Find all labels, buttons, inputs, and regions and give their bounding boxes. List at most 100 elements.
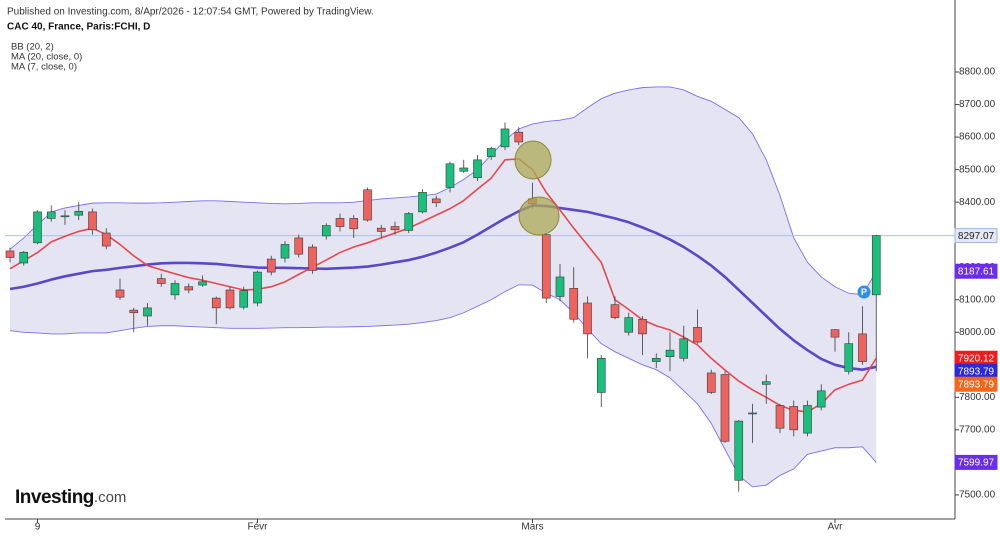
- candle-body: [500, 128, 510, 148]
- candle-body: [19, 251, 29, 264]
- watermark-suffix: .com: [94, 489, 127, 506]
- marker-dot: [857, 285, 871, 299]
- chart-title: CAC 40, France, Paris:FCHI, D: [7, 22, 150, 33]
- candle-body: [431, 198, 441, 204]
- candle-body: [624, 317, 634, 333]
- candle-body: [390, 226, 400, 231]
- price-label-layer: 8297.07 8187.61 7920.12 7893.79 7893.79 7599.…: [954, 228, 998, 470]
- band-lower: [9, 284, 877, 488]
- candle-body: [871, 235, 881, 296]
- y-tick-label: 8400.00: [959, 197, 996, 208]
- candle-body: [775, 405, 785, 429]
- band-layer: [10, 86, 877, 487]
- candle-body: [803, 405, 812, 434]
- candle-body: [610, 304, 620, 318]
- line-layer: [5, 86, 955, 488]
- candle-body: [335, 218, 345, 227]
- candle-body: [115, 289, 125, 298]
- x-tick-label: Févr: [248, 522, 269, 533]
- candle-body: [486, 148, 496, 157]
- legend-entry: BB (20, 2): [11, 42, 54, 53]
- price-label: 7893.79: [958, 366, 995, 377]
- y-tick-label: 8800.00: [959, 67, 996, 78]
- candle-body: [569, 288, 579, 320]
- price-label-box: [954, 454, 998, 470]
- candle-body: [583, 302, 592, 335]
- legend-entry: MA (20, close, 0): [11, 52, 82, 63]
- candle-body: [74, 210, 84, 216]
- candle-body: [363, 189, 372, 221]
- candle-body: [198, 281, 207, 286]
- y-tick-label: 8100.00: [959, 294, 996, 305]
- price-label-box: [954, 263, 998, 279]
- y-tick-label: 8700.00: [959, 99, 996, 110]
- y-tick-label: 7700.00: [959, 425, 996, 436]
- candle-body: [46, 211, 56, 219]
- candle-body: [211, 297, 221, 309]
- watermark: Investing.com: [15, 487, 126, 508]
- candle-body: [280, 244, 290, 259]
- candle-body: [156, 278, 166, 284]
- candle-body: [170, 283, 180, 296]
- candle-body: [321, 225, 331, 237]
- candle-body: [33, 211, 42, 244]
- ma-line: [9, 158, 877, 413]
- y-tick-label: 8000.00: [959, 327, 996, 338]
- candle-body: [706, 372, 716, 393]
- subtitle: Published on Investing.com, 8/Apr/2026 -…: [7, 7, 374, 18]
- price-label: 7893.79: [958, 379, 995, 390]
- candle-body: [129, 309, 139, 314]
- candle-body: [60, 215, 70, 218]
- candle-body: [665, 349, 675, 357]
- watermark-name: Investing: [15, 487, 94, 508]
- candle-body: [349, 218, 359, 230]
- candle-body: [459, 167, 469, 172]
- price-label: 8187.61: [958, 266, 995, 277]
- candle-body: [143, 307, 152, 317]
- candle-body: [816, 390, 826, 408]
- candle-body: [308, 246, 317, 271]
- x-tick-label: 9: [35, 522, 41, 533]
- candle-body: [748, 412, 757, 415]
- candle-body: [418, 192, 427, 213]
- candle-body: [88, 211, 97, 231]
- candle-body: [266, 258, 276, 273]
- candle-body: [253, 271, 262, 304]
- candle-body: [184, 286, 194, 291]
- price-label-box: [954, 228, 998, 244]
- annotation-circle: [514, 140, 552, 180]
- candle-body: [225, 289, 235, 309]
- price-label: 8297.07: [958, 231, 995, 242]
- legend-entry: MA (7, close, 0): [11, 62, 77, 73]
- candle-body: [596, 357, 606, 393]
- candle-body: [541, 234, 551, 299]
- candle-body: [858, 333, 867, 362]
- y-tick-label: 8600.00: [959, 132, 996, 143]
- price-label-box: [954, 376, 998, 392]
- candle-body: [844, 343, 854, 372]
- band-fill: [10, 86, 877, 487]
- candle-body: [830, 329, 840, 338]
- price-label: 7599.97: [958, 458, 995, 469]
- candle-body: [734, 420, 744, 481]
- y-tick-label: 7500.00: [959, 490, 996, 501]
- candle-body: [679, 338, 689, 359]
- x-tick-label: Mars: [521, 522, 543, 533]
- candle-body: [404, 213, 414, 231]
- marker-label: P: [861, 287, 867, 297]
- ma-line: [9, 204, 877, 371]
- candle-body: [514, 131, 524, 143]
- candle-body: [5, 250, 15, 258]
- candle-body: [693, 327, 702, 343]
- y-tick-label: 8500.00: [959, 164, 996, 175]
- candle-layer: [5, 122, 881, 492]
- candle-body: [294, 237, 304, 255]
- candle-body: [555, 276, 565, 297]
- band-upper: [9, 86, 877, 296]
- annotation-circle: [518, 196, 560, 236]
- candle-body: [239, 290, 249, 308]
- candle-body: [638, 318, 647, 335]
- candle-body: [651, 357, 661, 362]
- price-label: 7920.12: [958, 353, 995, 364]
